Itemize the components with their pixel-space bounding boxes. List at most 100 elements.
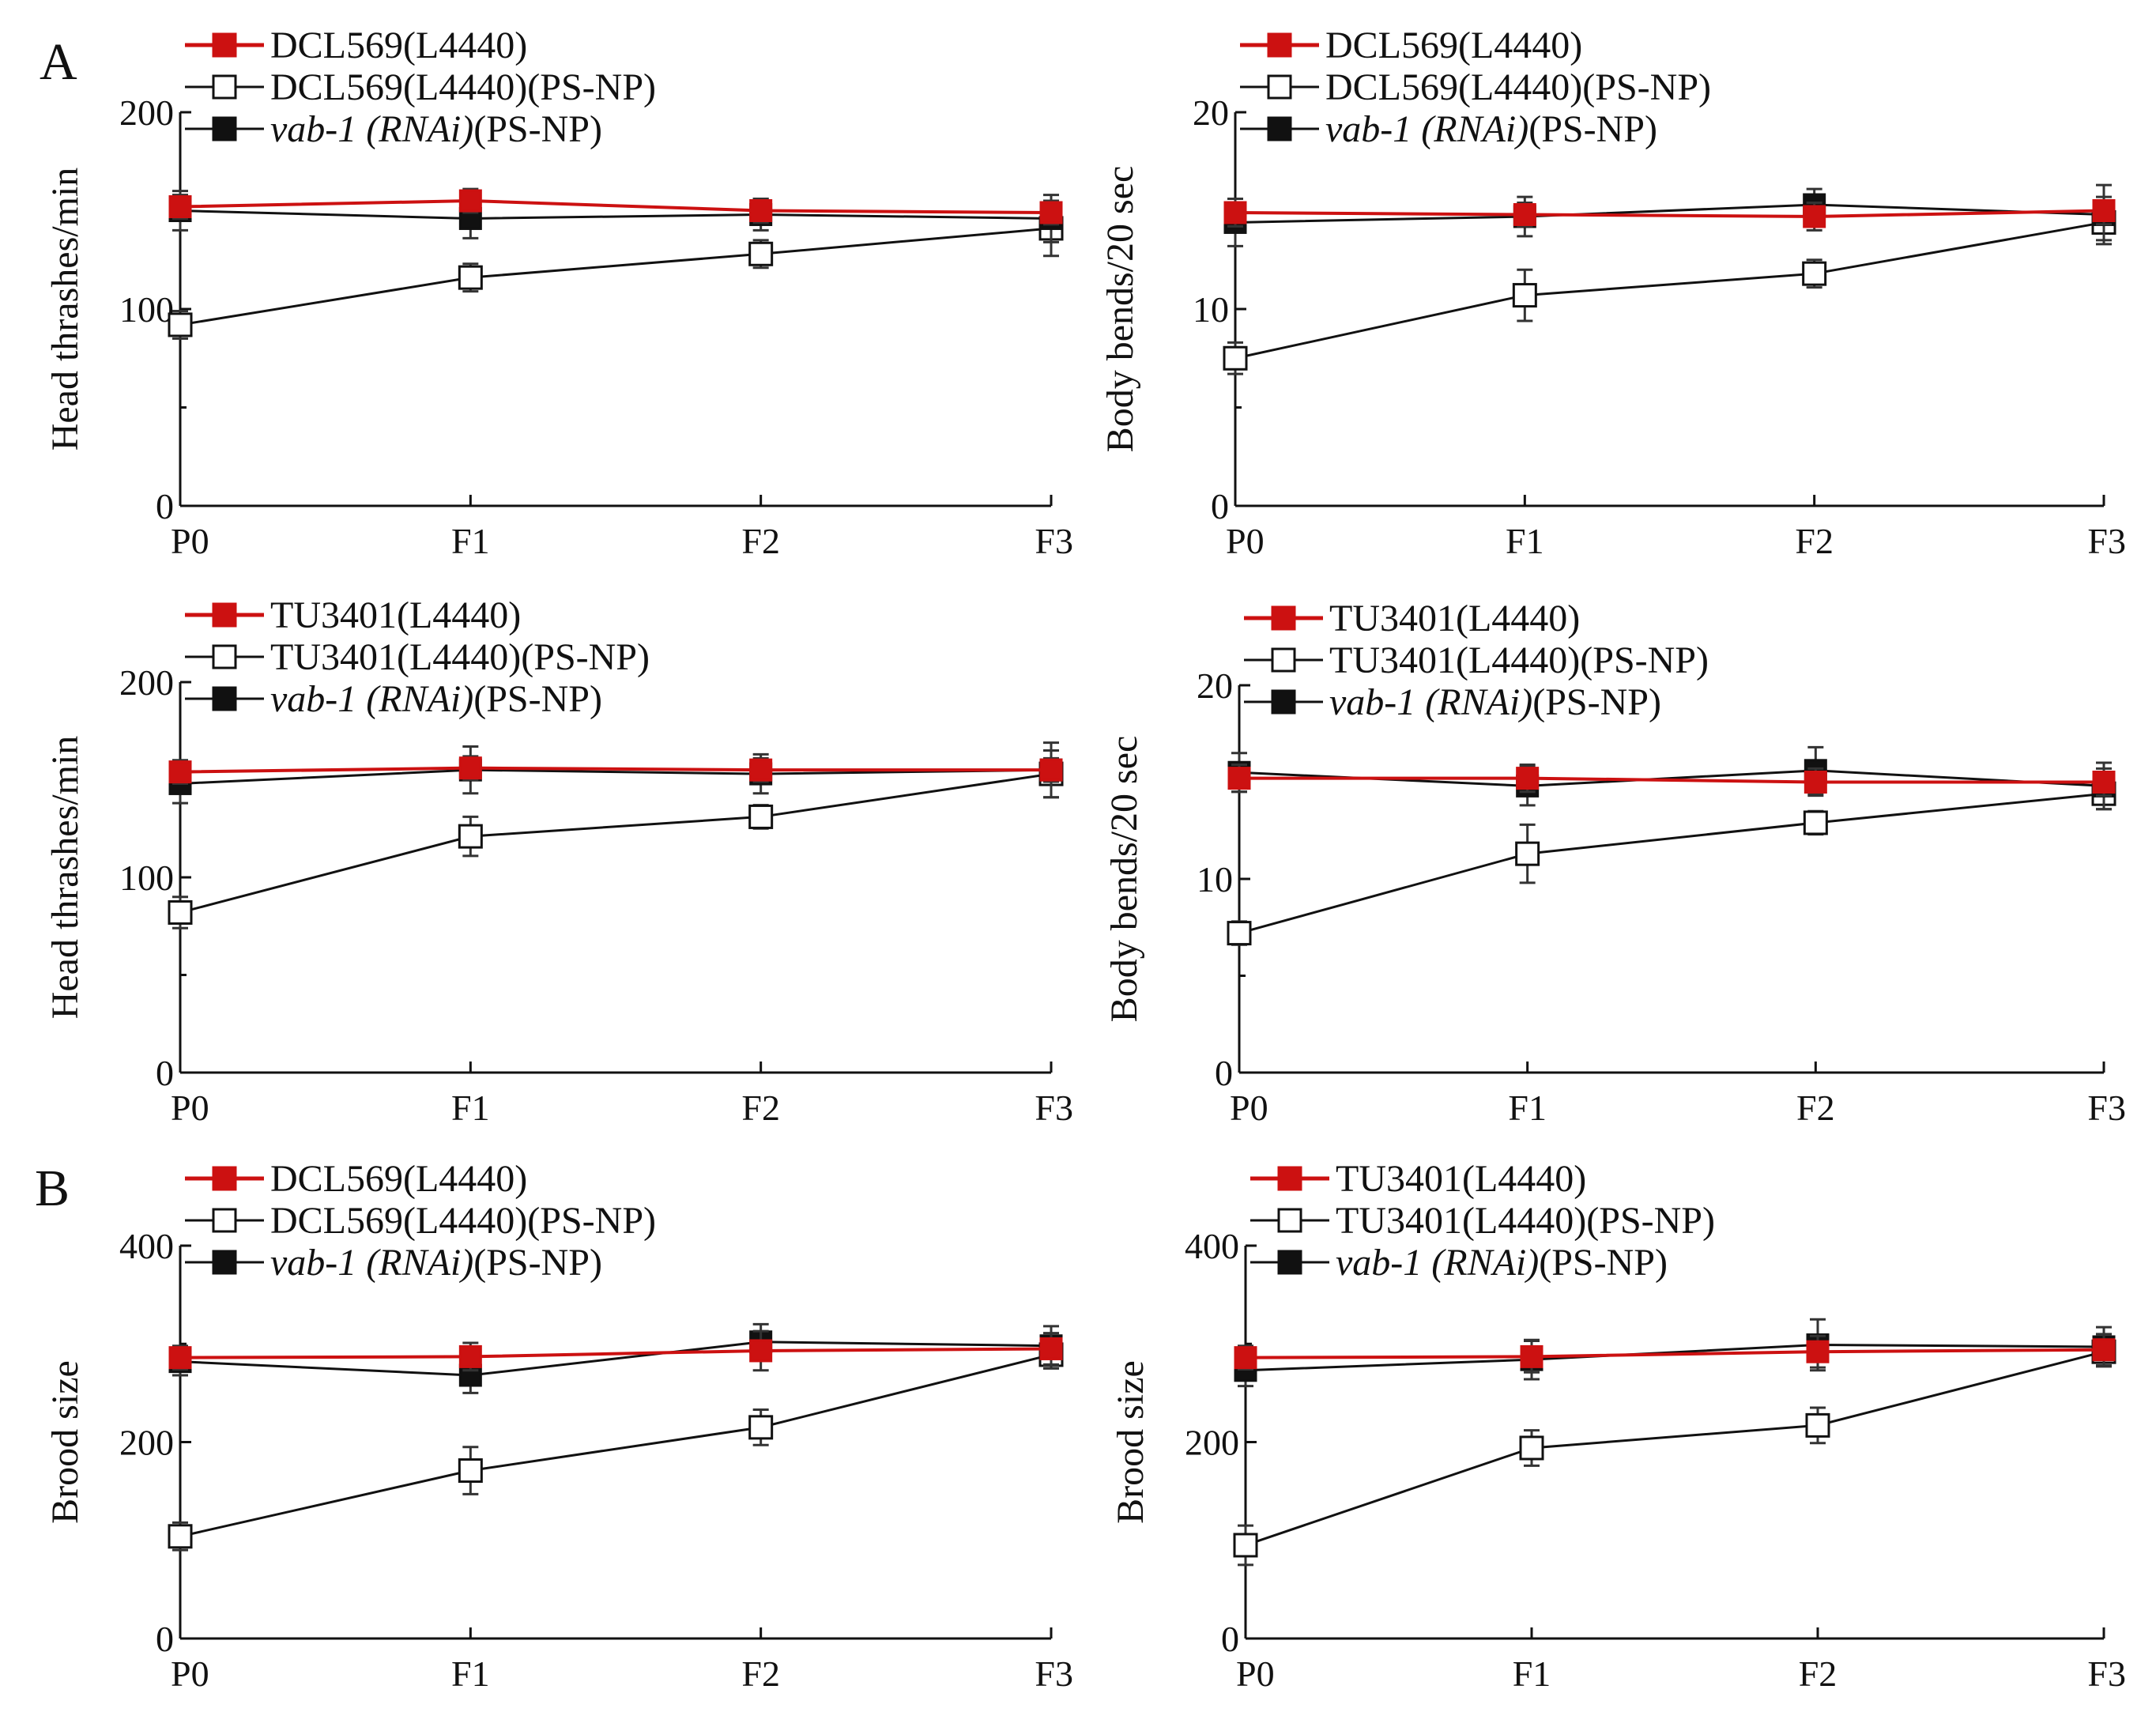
data-point [2092,199,2116,222]
y-tick-label: 0 [156,1619,174,1659]
data-point [2092,1338,2116,1362]
chart-b-left: B 0 200 400 P0 F1 F2 F3 Brood size DCL569(L4440)D… [35,1158,1073,1694]
legend-marker [1267,32,1292,58]
data-point [1515,841,1540,866]
legend-item: DCL569(L4440) [185,1158,527,1200]
data-point [1233,1533,1258,1558]
x-tick-label: F1 [451,1654,490,1694]
legend-item: TU3401(L4440) [1250,1158,1586,1200]
series-line [179,768,1052,785]
legend-item: vab-1 (RNAi)(PS-NP) [185,1242,602,1284]
x-tick-label: P0 [1226,521,1265,561]
legend-label-text: DCL569(L4440) [270,1158,527,1200]
data-point [1512,283,1537,308]
series-line [179,1347,1052,1359]
x-tick-label: F1 [451,521,490,561]
data-point [1520,1344,1544,1368]
legend-label: DCL569(L4440) [1325,25,1582,66]
legend-label-text: DCL569(L4440)(PS-NP) [270,1200,656,1242]
legend-marker [1271,689,1296,715]
legend-item: DCL569(L4440) [1240,25,1582,66]
series-treated [168,199,1064,340]
legend-label-suffix: (PS-NP) [1539,1242,1668,1284]
y-tick-label: 200 [119,662,174,703]
series-line [1234,209,2105,218]
data-point [2092,771,2116,794]
data-point [1039,201,1063,224]
data-point [1804,771,1827,794]
series-line [179,227,1052,326]
data-point [1805,1412,1830,1438]
legend-item: TU3401(L4440) [185,594,521,636]
legend-item: vab-1 (RNAi)(PS-NP) [1244,681,1661,723]
y-tick-label: 0 [1211,486,1229,526]
x-tick-label: F3 [2087,1654,2126,1694]
legend-item: DCL569(L4440)(PS-NP) [185,66,656,108]
legend-label-suffix: (PS-NP) [1532,681,1661,723]
panel-letter: A [40,33,77,91]
data-point [1234,1346,1257,1370]
y-tick-label: 100 [119,858,174,898]
series-line [179,209,1052,220]
data-point [168,1524,193,1549]
x-tick-label: F3 [2087,521,2126,561]
y-tick-label: 200 [119,92,174,133]
legend-marker [1267,74,1292,100]
x-tick-label: F2 [741,521,780,561]
data-point [748,1415,774,1440]
legend-label: vab-1 (RNAi)(PS-NP) [270,678,602,720]
legend-item: vab-1 (RNAi)(PS-NP) [185,678,602,720]
series-line [1245,1350,2105,1547]
legend-marker [212,1166,237,1191]
data-point [1223,201,1247,224]
y-axis-label: Brood size [1110,1360,1152,1524]
series-treated [1223,203,2116,375]
x-tick-label: F1 [1508,1088,1547,1128]
x-tick-label: F1 [451,1088,490,1128]
legend-marker [212,686,237,711]
legend-label-italic: vab-1 (RNAi) [270,108,473,150]
data-point [1227,921,1252,946]
legend-label-text: TU3401(L4440) [270,594,521,636]
x-tick-label: P0 [171,521,209,561]
y-tick-label: 400 [1185,1226,1239,1266]
legend-label-suffix: (PS-NP) [473,1242,602,1284]
series-line [179,199,1052,214]
series-line [179,772,1052,914]
data-point [749,199,773,222]
data-point [458,265,483,290]
data-point [748,241,774,266]
data-point [748,804,774,829]
series-treated [168,1340,1064,1552]
legend-label-italic: vab-1 (RNAi) [1329,681,1532,723]
legend-label: vab-1 (RNAi)(PS-NP) [1329,681,1661,723]
series-control [1234,1333,2116,1374]
y-tick-label: 20 [1197,666,1233,706]
chart-a-top-right: 0 10 20 P0 F1 F2 F3 Body bends/20 sec DCL569(L44… [1099,25,2126,561]
legend-label-text: DCL569(L4440)(PS-NP) [270,66,656,108]
x-tick-label: P0 [171,1654,209,1694]
data-point [168,899,193,925]
chart-b-right: 0 200 400 P0 F1 F2 F3 Brood size TU3401(L4440)TU… [1110,1158,2126,1694]
legend-item: TU3401(L4440) [1244,598,1580,639]
chart-a-middle-left: 0 100 200 P0 F1 F2 F3 Head thrashes/min TU3401(L… [44,594,1073,1128]
y-tick-label: 0 [156,1053,174,1093]
legend-label: vab-1 (RNAi)(PS-NP) [270,108,602,150]
x-tick-label: F3 [1035,1654,1073,1694]
legend-label: DCL569(L4440)(PS-NP) [1325,66,1711,108]
data-point [1519,1435,1544,1461]
data-point [168,760,192,784]
series-line [179,1353,1052,1538]
legend-marker [1277,1250,1302,1275]
legend-label: TU3401(L4440)(PS-NP) [1336,1200,1715,1242]
data-point [168,195,192,219]
x-tick-label: P0 [1230,1088,1268,1128]
y-tick-label: 0 [156,486,174,526]
legend-label: vab-1 (RNAi)(PS-NP) [1336,1242,1668,1284]
legend-item: DCL569(L4440)(PS-NP) [185,1200,656,1242]
y-axis-label: Body bends/20 sec [1103,736,1145,1023]
series-line [1238,792,2105,935]
data-point [168,312,193,337]
data-point [168,1346,192,1370]
